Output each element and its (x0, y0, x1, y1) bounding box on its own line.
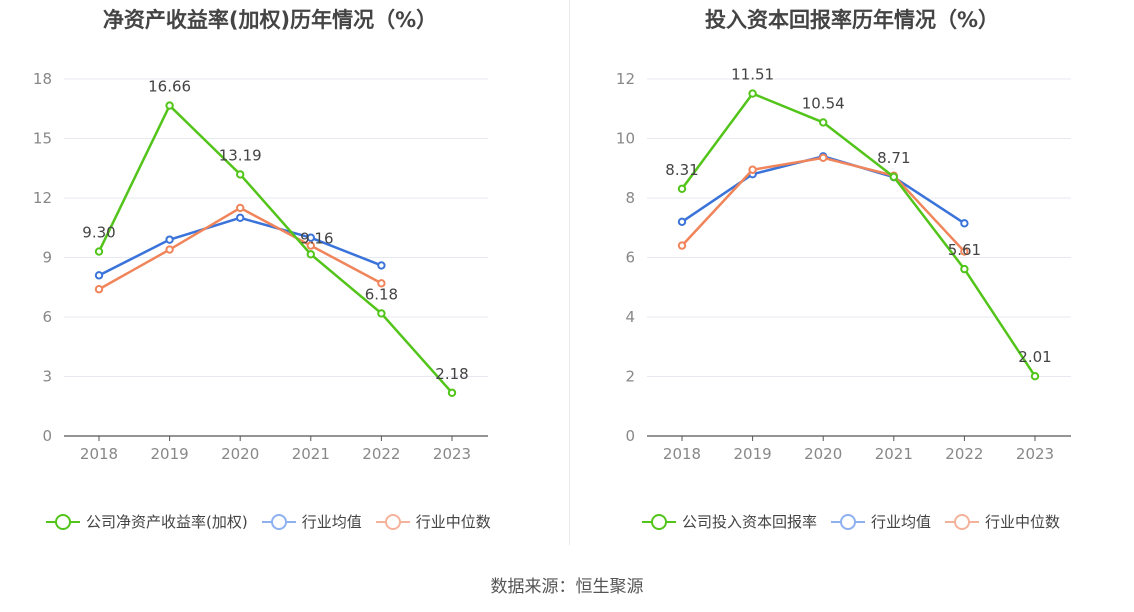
y-tick-label: 18 (33, 70, 52, 88)
data-point (677, 217, 687, 227)
y-tick-label: 2 (625, 368, 635, 386)
legend-left: 公司净资产收益率(加权) 行业均值 行业中位数 (46, 511, 491, 532)
data-point (94, 247, 104, 256)
x-tick-label: 2022 (362, 445, 400, 463)
data-point (377, 279, 386, 288)
data-label: 13.19 (219, 146, 262, 164)
legend-marker-icon (46, 512, 80, 532)
legend-item-company[interactable]: 公司投入资本回报率 (642, 511, 817, 532)
y-tick-label: 4 (625, 308, 635, 326)
y-tick-label: 12 (33, 189, 52, 207)
legend-item-company[interactable]: 公司净资产收益率(加权) (46, 511, 248, 532)
legend-label: 行业均值 (301, 513, 362, 531)
data-point (748, 89, 757, 98)
data-point (677, 241, 687, 250)
series-line (681, 156, 966, 253)
data-label: 9.30 (82, 224, 115, 242)
series-line (680, 92, 1037, 377)
data-point (889, 172, 898, 182)
data-point (377, 309, 386, 318)
y-tick-label: 9 (42, 249, 52, 267)
y-tick-label: 15 (33, 130, 52, 148)
panel-divider (569, 0, 570, 545)
data-point (960, 247, 969, 256)
data-label: 2.18 (435, 365, 468, 383)
y-tick-label: 12 (616, 70, 635, 88)
x-tick-label: 2018 (80, 445, 118, 463)
data-label: 6.18 (365, 285, 398, 303)
data-point (447, 388, 457, 397)
x-tick-label: 2022 (945, 445, 983, 463)
legend-marker-icon (375, 512, 410, 532)
data-point (306, 250, 315, 259)
x-tick-label: 2020 (221, 445, 259, 463)
data-label: 8.31 (665, 161, 698, 179)
data-label: 11.51 (731, 66, 774, 84)
y-tick-label: 10 (616, 130, 635, 148)
data-label: 16.66 (148, 78, 191, 96)
y-tick-label: 0 (625, 427, 635, 445)
x-tick-label: 2021 (875, 445, 913, 463)
data-point (819, 153, 828, 163)
series-line (97, 104, 453, 394)
data-point (94, 285, 104, 294)
chart-title: 净资产收益率(加权)历年情况（%） (103, 8, 437, 32)
x-tick-label: 2018 (663, 445, 701, 463)
legend-marker-icon (831, 512, 866, 532)
data-label: 9.16 (300, 229, 333, 247)
x-tick-label: 2020 (804, 445, 842, 463)
legend-label: 公司净资产收益率(加权) (86, 513, 248, 531)
legend-item-industry-mean[interactable]: 行业均值 (831, 511, 931, 532)
data-point (677, 184, 687, 193)
data-point (748, 165, 757, 174)
data-point (306, 241, 315, 250)
data-label: 5.61 (948, 241, 981, 259)
data-point (236, 213, 245, 223)
legend-item-industry-median[interactable]: 行业中位数 (945, 511, 1060, 532)
data-point (1030, 372, 1040, 381)
y-tick-label: 8 (625, 189, 635, 207)
legend-label: 公司投入资本回报率 (682, 513, 818, 531)
data-point (306, 233, 315, 242)
legend-label: 行业均值 (871, 513, 932, 531)
data-point (960, 264, 969, 274)
data-source-note: 数据来源：恒生聚源 (490, 577, 644, 597)
x-tick-label: 2019 (734, 445, 772, 463)
x-tick-label: 2019 (151, 445, 189, 463)
legend-marker-icon (261, 512, 296, 532)
x-tick-label: 2023 (1016, 445, 1054, 463)
data-label: 2.01 (1018, 348, 1051, 366)
data-point (94, 271, 104, 280)
legend-item-industry-mean[interactable]: 行业均值 (261, 511, 362, 532)
data-point (236, 203, 245, 213)
x-tick-label: 2021 (292, 445, 330, 463)
legend-marker-icon (642, 512, 676, 532)
y-tick-label: 3 (42, 368, 52, 386)
data-point (236, 170, 245, 179)
legend-marker-icon (945, 512, 980, 532)
data-point (960, 219, 969, 228)
y-tick-label: 0 (42, 427, 52, 445)
data-label: 8.71 (877, 149, 910, 167)
legend-label: 行业中位数 (415, 513, 491, 531)
data-point (819, 118, 828, 127)
data-label: 10.54 (802, 94, 845, 112)
data-point (165, 235, 174, 244)
legend-right: 公司投入资本回报率 行业均值 行业中位数 (642, 511, 1060, 532)
data-point (165, 245, 174, 254)
legend-label: 行业中位数 (985, 513, 1061, 531)
y-tick-label: 6 (625, 249, 635, 267)
data-point (165, 101, 174, 110)
data-point (377, 261, 386, 270)
y-tick-label: 6 (42, 308, 52, 326)
legend-item-industry-median[interactable]: 行业中位数 (375, 511, 491, 532)
chart-title: 投入资本回报率历年情况（%） (705, 8, 999, 32)
x-tick-label: 2023 (433, 445, 471, 463)
